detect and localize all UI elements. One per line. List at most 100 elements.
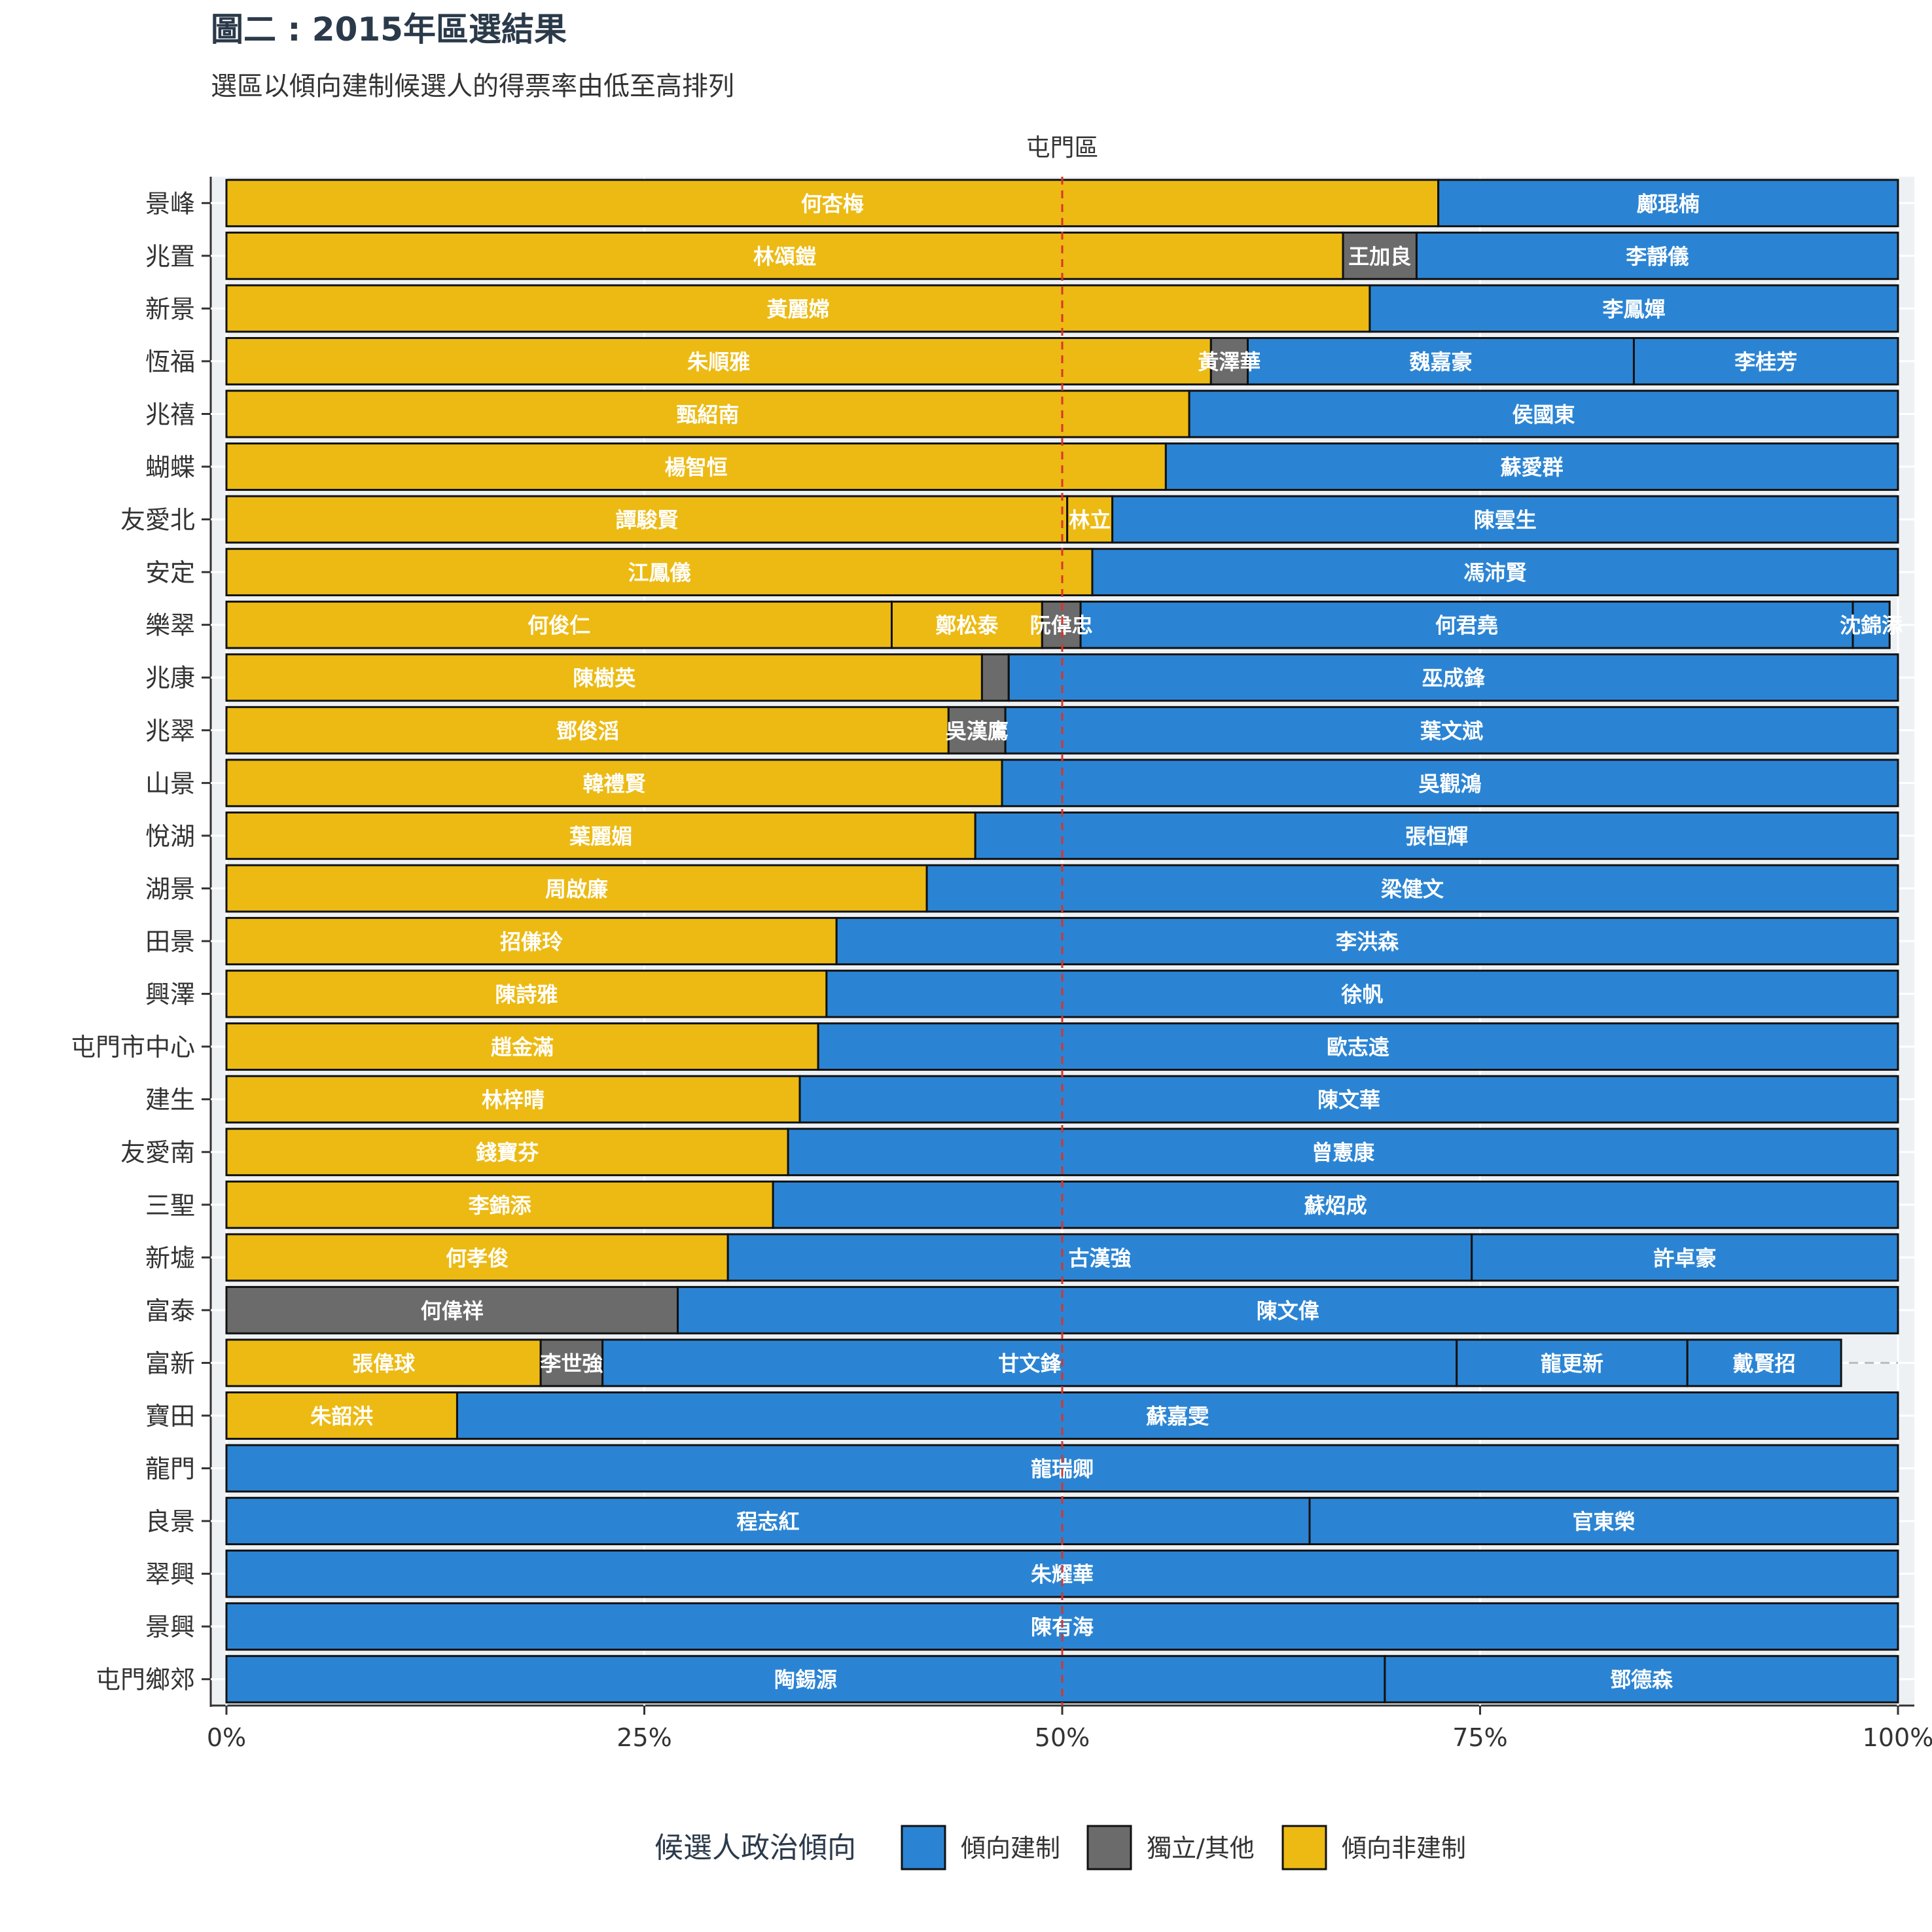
- legend-key: [901, 1825, 946, 1870]
- legend-key: [1086, 1825, 1132, 1870]
- y-tick-label: 兆置: [145, 242, 195, 271]
- bar-label: 龍更新: [1541, 1351, 1603, 1376]
- bar-label: 招傔玲: [500, 929, 563, 954]
- bar-label: 譚駿賢: [615, 508, 679, 533]
- bar-label: 蘇炤成: [1304, 1193, 1367, 1218]
- bar-label: 甄紹南: [677, 402, 740, 427]
- bar-segment: [835, 917, 1899, 965]
- y-tick-label: 富泰: [145, 1297, 195, 1325]
- bar-label: 林立: [1069, 508, 1111, 533]
- y-tick-label: 翠興: [145, 1560, 195, 1589]
- x-tick-label: 50%: [1035, 1723, 1090, 1752]
- bar-label: 陳樹英: [573, 666, 636, 690]
- bar-segment: [1246, 336, 1635, 385]
- bar-segment: [225, 1285, 679, 1334]
- bar-label: 陳文華: [1317, 1088, 1380, 1113]
- y-tick-label: 富新: [145, 1349, 195, 1378]
- legend-label: 傾向建制: [961, 1834, 1060, 1863]
- y-tick-label: 良景: [145, 1507, 195, 1536]
- bar-segment: [772, 1180, 1899, 1229]
- y-tick-label: 友愛北: [120, 506, 195, 535]
- bar-segment: [677, 1285, 1899, 1334]
- bar-segment: [225, 179, 1440, 228]
- bar-label: 巫成鋒: [1422, 666, 1486, 690]
- bar-label: 何偉祥: [421, 1298, 484, 1323]
- bar-segment: [798, 1075, 1899, 1124]
- bar-segment: [1091, 548, 1899, 597]
- bar-segment: [1188, 389, 1899, 438]
- y-tick-label: 湖景: [145, 874, 195, 903]
- bar-segment: [1456, 1338, 1689, 1387]
- bar-label: 魏嘉豪: [1409, 349, 1472, 374]
- y-tick-label: 田景: [145, 927, 195, 956]
- bar-label: 李鳳嬋: [1602, 296, 1665, 321]
- legend-label: 獨立/其他: [1147, 1834, 1255, 1863]
- y-tick-label: 新景: [145, 295, 195, 323]
- bar-label: 周啟廉: [545, 876, 608, 901]
- bar-label: 李靜儀: [1626, 244, 1689, 269]
- bar-label: 韓禮賢: [583, 771, 647, 796]
- bar-label: 何杏梅: [801, 191, 864, 216]
- y-tick-label: 龍門: [145, 1455, 195, 1484]
- bar-segment: [225, 495, 1069, 544]
- bar-label: 戴賢招: [1733, 1351, 1796, 1376]
- legend-title: 候選人政治傾向: [654, 1831, 856, 1865]
- y-tick-label: 新墟: [145, 1243, 195, 1272]
- y-tick-label: 寶田: [145, 1402, 195, 1431]
- bar-segment: [1632, 336, 1899, 385]
- legend: 候選人政治傾向 傾向建制 獨立/其他 傾向非建制: [654, 1825, 1466, 1870]
- x-tick-label: 75%: [1452, 1723, 1507, 1752]
- bar-label: 陳雲生: [1474, 508, 1537, 533]
- bar-label: 葉文斌: [1420, 719, 1483, 743]
- bar-label: 馮沛賢: [1463, 560, 1527, 585]
- y-tick-label: 建生: [145, 1086, 195, 1115]
- bar-label: 李洪森: [1336, 929, 1399, 954]
- bar-segment: [1415, 231, 1899, 280]
- bar-label: 張偉球: [352, 1351, 416, 1376]
- y-tick-label: 景峰: [145, 189, 195, 218]
- bar-segment: [225, 1180, 774, 1229]
- y-axis: 景峰兆置新景恆福兆禧蝴蝶友愛北安定樂翠兆康兆翠山景悅湖湖景田景興澤屯門市中心建生…: [71, 189, 211, 1694]
- facet-label: 屯門區: [1026, 134, 1099, 162]
- y-tick-label: 蝴蝶: [145, 453, 195, 482]
- bar-label: 鄧俊滔: [556, 719, 619, 743]
- bar-label: 鄧德森: [1610, 1668, 1673, 1692]
- x-tick-label: 25%: [617, 1723, 671, 1752]
- bar-label: 歐志遠: [1327, 1035, 1389, 1060]
- bar-segment: [225, 917, 838, 965]
- bar-label: 吳漢鷹: [946, 719, 1009, 743]
- bar-segment: [539, 1338, 604, 1387]
- bar-segment: [225, 1233, 729, 1282]
- x-tick-label: 100%: [1863, 1723, 1932, 1752]
- bar-segment: [1164, 442, 1899, 491]
- bar-label: 王加良: [1348, 244, 1411, 269]
- bar-segment: [225, 442, 1167, 491]
- bar-segment: [225, 1022, 819, 1071]
- bar-label: 錢寶芬: [476, 1140, 539, 1165]
- bar-label: 朱順雅: [687, 349, 750, 374]
- bar-segment: [1342, 231, 1418, 280]
- y-tick-label: 恆福: [145, 348, 195, 376]
- legend-items: 傾向建制 獨立/其他 傾向非建制: [901, 1825, 1466, 1870]
- bar-label: 吳觀鴻: [1419, 771, 1482, 796]
- bar-label: 李桂芳: [1734, 349, 1797, 374]
- bar-label: 鄺琨楠: [1637, 191, 1700, 216]
- y-tick-label: 景興: [145, 1613, 195, 1641]
- bar-segment: [980, 653, 1010, 702]
- bar-label: 徐帆: [1340, 982, 1383, 1007]
- y-tick-label: 兆康: [145, 664, 195, 692]
- bar-segment: [1471, 1233, 1899, 1282]
- y-tick-label: 屯門鄉郊: [96, 1666, 195, 1694]
- bar-segment: [1007, 653, 1899, 702]
- bar-label: 黃澤華: [1198, 349, 1261, 374]
- bar-segment: [925, 864, 1899, 913]
- bar-label: 鄭松泰: [935, 613, 999, 638]
- bar-segment: [1368, 284, 1899, 333]
- bar-segment: [974, 811, 1899, 860]
- bar-segment: [225, 231, 1344, 280]
- bar-segment: [825, 969, 1899, 1018]
- y-tick-label: 屯門市中心: [71, 1033, 195, 1062]
- bar-label: 陳詩雅: [495, 982, 558, 1007]
